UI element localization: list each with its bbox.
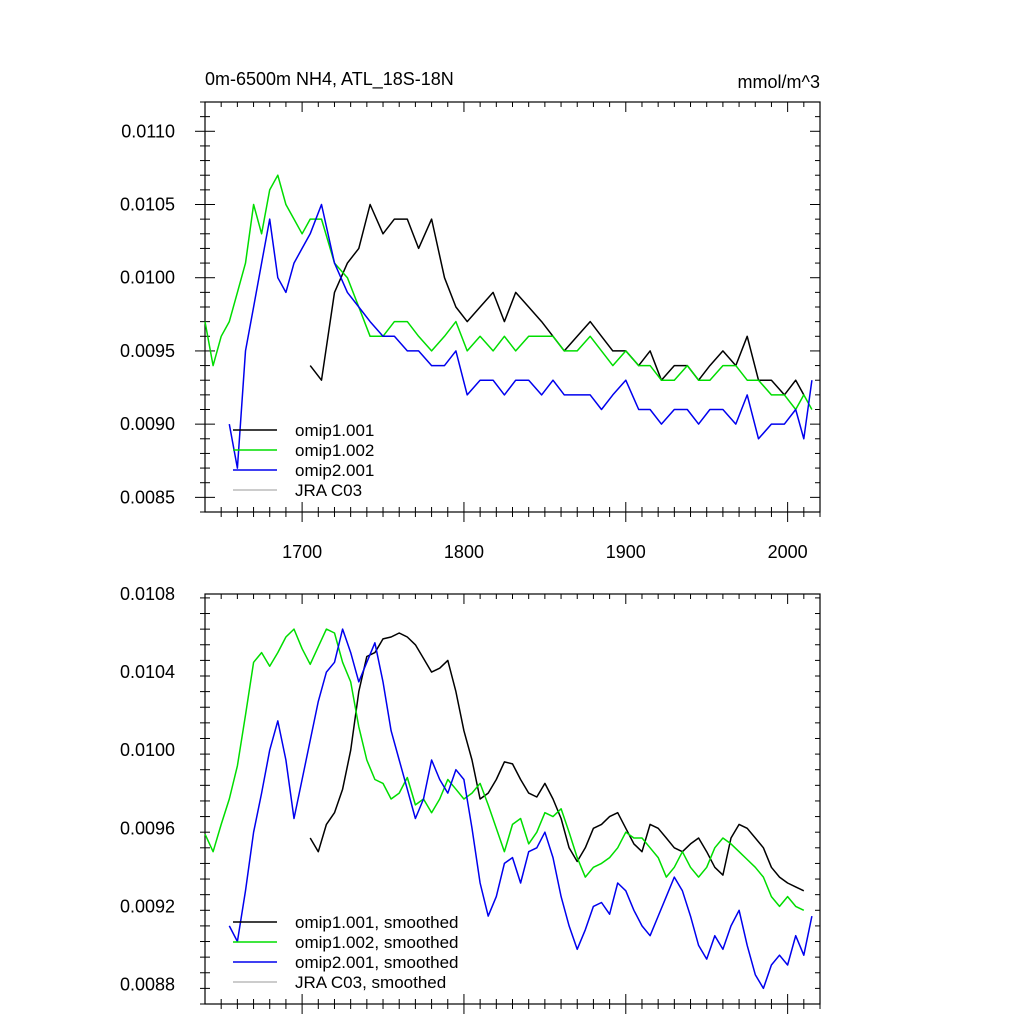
x-ticks: 1700 1800 1900 2000: [220, 102, 821, 562]
series-line-2: [228, 203, 813, 469]
legend-label: JRA C03: [295, 481, 362, 500]
y-ticks: 0.0088 0.0092 0.0096 0.0100 0.0104 0.0108: [120, 584, 820, 1005]
y-tick-label: 0.0104: [120, 662, 175, 682]
y-tick-label: 0.0100: [120, 740, 175, 760]
series-line-1: [204, 628, 805, 911]
y-tick-label: 0.0100: [120, 268, 175, 288]
y-tick-label: 0.0105: [120, 195, 175, 215]
bottom-panel: 0.0088 0.0092 0.0096 0.0100 0.0104 0.0108 omi…: [120, 584, 821, 1014]
legend-label: omip1.001, smoothed: [295, 913, 459, 932]
chart-title: 0m-6500m NH4, ATL_18S-18N: [205, 69, 454, 90]
y-tick-label: 0.0095: [120, 341, 175, 361]
legend-label: omip1.002, smoothed: [295, 933, 459, 952]
legend-label: omip1.002: [295, 441, 374, 460]
x-tick-label: 1900: [606, 542, 646, 562]
top-panel: 0m-6500m NH4, ATL_18S-18N mmol/m^3 1700 1…: [120, 69, 821, 562]
y-tick-label: 0.0096: [120, 818, 175, 838]
legend-label: omip2.001: [295, 461, 374, 480]
x-tick-label: 1700: [282, 542, 322, 562]
y-tick-label: 0.0090: [120, 414, 175, 434]
x-tick-label: 2000: [768, 542, 808, 562]
y-ticks: 0.0085 0.0090 0.0095 0.0100 0.0105 0.0110: [120, 101, 820, 513]
x-ticks: [220, 594, 821, 1014]
legend-label: omip2.001, smoothed: [295, 953, 459, 972]
y-tick-label: 0.0088: [120, 974, 175, 994]
series-line-2: [228, 628, 813, 990]
y-tick-label: 0.0085: [120, 487, 175, 507]
units-label: mmol/m^3: [738, 72, 820, 92]
y-tick-label: 0.0110: [121, 121, 175, 141]
y-tick-label: 0.0108: [120, 584, 175, 604]
series-line-0: [309, 632, 805, 892]
series-group: [204, 628, 813, 990]
legend-label: omip1.001: [295, 421, 374, 440]
series-line-1: [204, 174, 813, 411]
series-group: [204, 174, 813, 469]
y-tick-label: 0.0092: [120, 896, 175, 916]
x-tick-label: 1800: [444, 542, 484, 562]
legend-label: JRA C03, smoothed: [295, 973, 446, 992]
